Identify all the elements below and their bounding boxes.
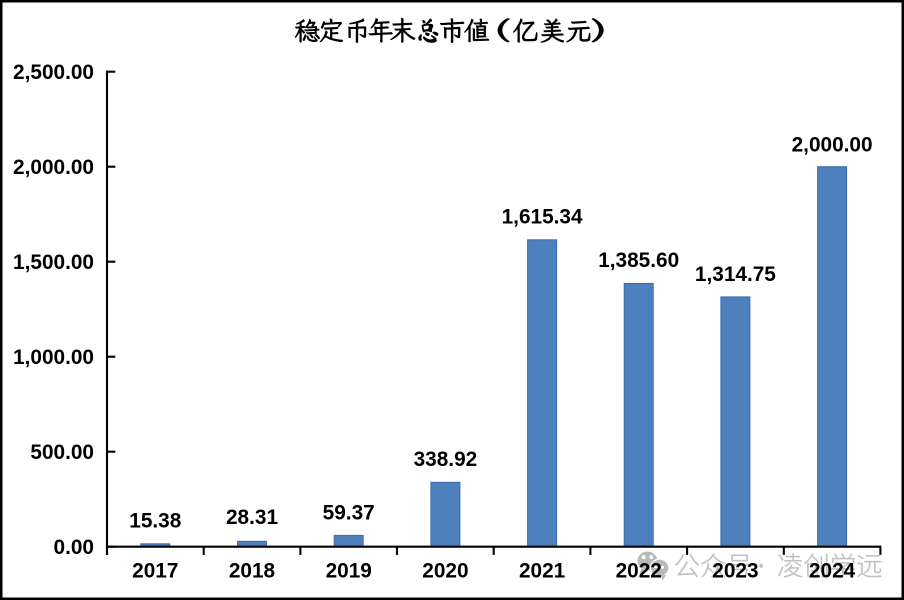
svg-text:338.92: 338.92: [414, 448, 478, 471]
svg-text:1,500.00: 1,500.00: [13, 251, 94, 274]
svg-text:2022: 2022: [616, 560, 662, 583]
svg-text:2021: 2021: [519, 560, 565, 583]
svg-text:15.38: 15.38: [129, 510, 181, 533]
svg-text:2023: 2023: [712, 560, 758, 583]
svg-text:1,385.60: 1,385.60: [598, 249, 679, 272]
svg-text:2020: 2020: [422, 560, 468, 583]
svg-text:1,000.00: 1,000.00: [13, 346, 94, 369]
svg-text:2019: 2019: [326, 560, 372, 583]
svg-text:59.37: 59.37: [323, 502, 375, 525]
svg-text:2017: 2017: [132, 560, 178, 583]
svg-text:2024: 2024: [809, 560, 856, 583]
svg-text:2,000.00: 2,000.00: [792, 134, 873, 157]
svg-text:0.00: 0.00: [54, 536, 94, 559]
svg-text:2018: 2018: [229, 560, 275, 583]
svg-text:1,615.34: 1,615.34: [502, 206, 583, 229]
svg-text:1,314.75: 1,314.75: [695, 263, 776, 286]
svg-text:500.00: 500.00: [30, 441, 94, 464]
svg-text:28.31: 28.31: [226, 506, 278, 529]
svg-text:2,500.00: 2,500.00: [13, 61, 94, 84]
svg-text:2,000.00: 2,000.00: [13, 156, 94, 179]
